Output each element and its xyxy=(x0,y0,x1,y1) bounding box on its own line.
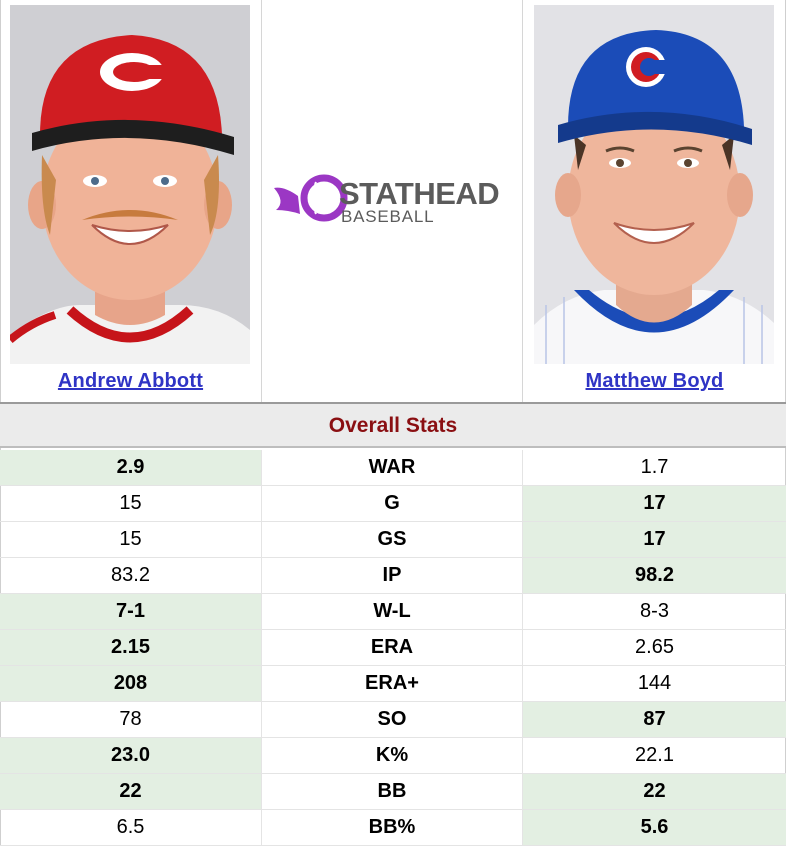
stat-label: SO xyxy=(261,702,523,737)
stat-row-bb: 6.5 BB% 5.6 xyxy=(0,810,786,846)
player-left-name-link[interactable]: Andrew Abbott xyxy=(57,370,204,392)
stat-row-k: 23.0 K% 22.1 xyxy=(0,738,786,774)
stats-table: 2.9 WAR 1.7 15 G 17 15 GS 17 83.2 IP 98.2 7-1 W-L 8-3 2… xyxy=(0,450,786,846)
player-right-headshot xyxy=(534,5,774,364)
player-right-stat-value: 22.1 xyxy=(635,744,674,766)
stat-row-era: 208 ERA+ 144 xyxy=(0,666,786,702)
player-left-headshot xyxy=(10,5,250,364)
stat-row-bb: 22 BB 22 xyxy=(0,774,786,810)
player-left-stat-value: 208 xyxy=(0,666,261,701)
player-left-column: Andrew Abbott xyxy=(0,0,261,402)
player-right-stat-value: 22 xyxy=(523,774,786,809)
player-right-stat-value: 98.2 xyxy=(523,558,786,593)
player-left-portrait-image xyxy=(10,5,250,364)
stat-row-w-l: 7-1 W-L 8-3 xyxy=(0,594,786,630)
player-left-stat-value: 83.2 xyxy=(111,564,150,586)
comparison-header: Andrew Abbott STATHEAD BASEBALL xyxy=(0,0,786,402)
player-left-stat-value: 2.15 xyxy=(0,630,261,665)
player-right-stat-value: 5.6 xyxy=(523,810,786,845)
player-right-stat-value: 1.7 xyxy=(640,456,669,478)
stat-row-gs: 15 GS 17 xyxy=(0,522,786,558)
stat-label: BB xyxy=(261,774,523,809)
player-right-stat-value: 2.65 xyxy=(635,636,674,658)
section-title: Overall Stats xyxy=(328,414,458,437)
stat-label: ERA+ xyxy=(261,666,523,701)
stat-row-war: 2.9 WAR 1.7 xyxy=(0,450,786,486)
player-left-stat-value: 22 xyxy=(0,774,261,809)
player-right-name-link[interactable]: Matthew Boyd xyxy=(585,370,724,392)
stat-label: G xyxy=(261,486,523,521)
stat-label: BB% xyxy=(261,810,523,845)
player-right-stat-value: 8-3 xyxy=(640,600,669,622)
stat-label: GS xyxy=(261,522,523,557)
logo-column: STATHEAD BASEBALL xyxy=(261,0,523,402)
player-left-stat-value: 15 xyxy=(119,528,142,550)
stat-label: W-L xyxy=(261,594,523,629)
stat-label: IP xyxy=(261,558,523,593)
stat-row-ip: 83.2 IP 98.2 xyxy=(0,558,786,594)
stat-label: K% xyxy=(261,738,523,773)
player-right-stat-value: 17 xyxy=(523,522,786,557)
stat-label: WAR xyxy=(261,450,523,485)
overall-stats-section-header: Overall Stats xyxy=(0,402,786,448)
player-right-column: Matthew Boyd xyxy=(523,0,786,402)
player-right-stat-value: 144 xyxy=(637,672,672,694)
logo-sub-text: BASEBALL xyxy=(341,207,434,226)
player-left-stat-value: 15 xyxy=(119,492,142,514)
player-left-stat-value: 6.5 xyxy=(116,816,145,838)
player-right-portrait-image xyxy=(534,5,774,364)
stathead-baseball-logo: STATHEAD BASEBALL xyxy=(274,174,500,226)
player-left-stat-value: 2.9 xyxy=(0,450,261,485)
player-left-stat-value: 23.0 xyxy=(0,738,261,773)
stat-row-era: 2.15 ERA 2.65 xyxy=(0,630,786,666)
stat-row-so: 78 SO 87 xyxy=(0,702,786,738)
stat-row-g: 15 G 17 xyxy=(0,486,786,522)
player-left-stat-value: 7-1 xyxy=(0,594,261,629)
stat-label: ERA xyxy=(261,630,523,665)
player-right-stat-value: 87 xyxy=(523,702,786,737)
logo-brand-text: STATHEAD xyxy=(339,176,499,211)
player-left-stat-value: 78 xyxy=(119,708,142,730)
player-right-stat-value: 17 xyxy=(523,486,786,521)
